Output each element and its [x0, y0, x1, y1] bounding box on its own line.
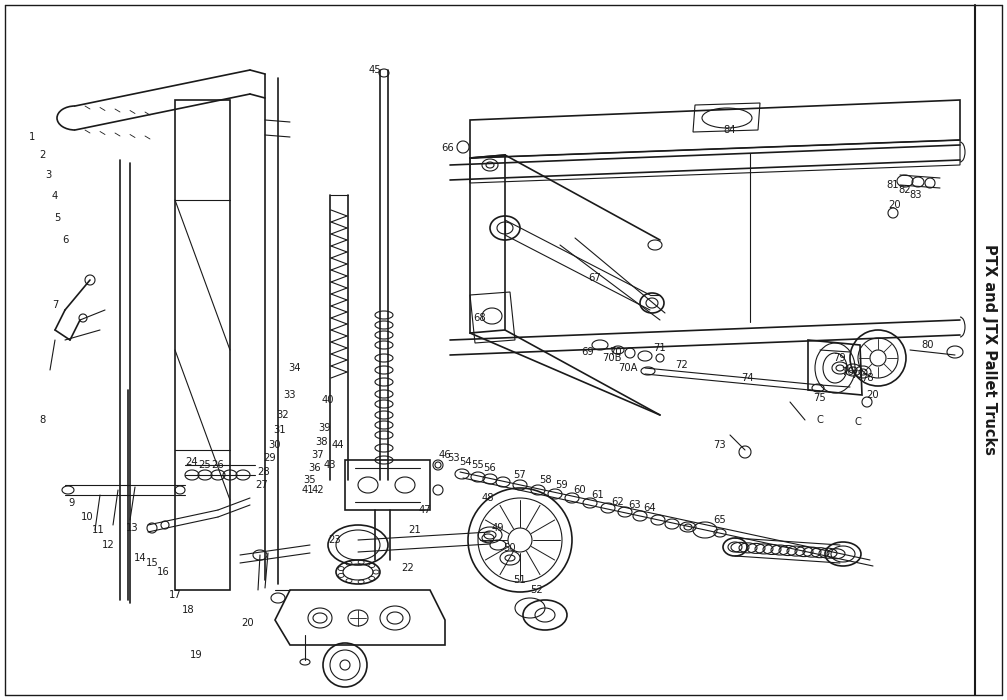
Text: 15: 15: [146, 558, 158, 568]
Text: 59: 59: [556, 480, 568, 490]
Text: 48: 48: [481, 493, 494, 503]
Text: 41: 41: [302, 485, 314, 495]
Text: 64: 64: [643, 503, 657, 513]
Text: 24: 24: [185, 457, 198, 467]
Text: 19: 19: [189, 650, 202, 660]
Text: 18: 18: [181, 605, 194, 615]
Text: 58: 58: [539, 475, 551, 485]
Text: 23: 23: [328, 535, 341, 545]
Text: 62: 62: [611, 497, 624, 507]
Text: 78: 78: [862, 373, 874, 383]
Text: 2: 2: [39, 150, 45, 160]
Text: 69: 69: [582, 347, 594, 357]
Text: 80: 80: [921, 340, 934, 350]
Text: 77: 77: [852, 370, 864, 380]
Text: 35: 35: [304, 475, 316, 485]
Text: 82: 82: [898, 185, 911, 195]
Text: 56: 56: [483, 463, 496, 473]
Text: 25: 25: [198, 460, 211, 470]
Text: 22: 22: [402, 563, 414, 573]
Text: 38: 38: [316, 437, 328, 447]
Text: 49: 49: [491, 523, 505, 533]
Text: 27: 27: [256, 480, 269, 490]
Text: 12: 12: [102, 540, 115, 550]
Text: 55: 55: [471, 460, 484, 470]
Text: 33: 33: [284, 390, 296, 400]
Text: 45: 45: [369, 65, 382, 75]
Text: 6: 6: [61, 235, 68, 245]
Text: 31: 31: [274, 425, 286, 435]
Text: 72: 72: [676, 360, 689, 370]
Text: 52: 52: [531, 585, 544, 595]
Text: 26: 26: [211, 460, 225, 470]
Text: 63: 63: [628, 500, 641, 510]
Text: 70A: 70A: [618, 363, 637, 373]
Text: 13: 13: [126, 523, 138, 533]
Text: 70B: 70B: [602, 353, 621, 363]
Text: 20: 20: [889, 200, 901, 210]
Text: 17: 17: [168, 590, 181, 600]
Text: 11: 11: [92, 525, 105, 535]
Text: 28: 28: [258, 467, 270, 477]
Text: C: C: [817, 415, 824, 425]
Text: 39: 39: [318, 423, 331, 433]
Text: 65: 65: [714, 515, 726, 525]
Text: 74: 74: [742, 373, 754, 383]
Text: 9: 9: [68, 498, 76, 508]
Text: 10: 10: [81, 512, 94, 522]
Text: 32: 32: [277, 410, 289, 420]
Text: 79: 79: [834, 353, 846, 363]
Text: 34: 34: [289, 363, 301, 373]
Text: 50: 50: [504, 543, 517, 553]
Text: 71: 71: [654, 343, 667, 353]
Text: 66: 66: [442, 143, 454, 153]
Text: 57: 57: [514, 470, 527, 480]
Text: 46: 46: [439, 450, 451, 460]
Text: 70: 70: [608, 347, 621, 357]
Text: 51: 51: [514, 575, 527, 585]
Text: 30: 30: [269, 440, 281, 450]
Text: 44: 44: [331, 440, 344, 450]
Text: 29: 29: [264, 453, 276, 463]
Text: 81: 81: [887, 180, 899, 190]
Text: 76: 76: [842, 367, 854, 377]
Text: 16: 16: [157, 567, 169, 577]
Text: 3: 3: [45, 170, 51, 180]
Text: C: C: [855, 417, 861, 427]
Text: PTX and JTX Pallet Trucks: PTX and JTX Pallet Trucks: [983, 244, 998, 456]
Text: 1: 1: [29, 132, 35, 142]
Text: 14: 14: [134, 553, 146, 563]
Text: 73: 73: [714, 440, 726, 450]
Text: 40: 40: [322, 395, 334, 405]
Text: 68: 68: [473, 313, 486, 323]
Text: 67: 67: [589, 273, 601, 283]
Text: 53: 53: [447, 453, 459, 463]
Text: 20: 20: [242, 618, 255, 628]
Text: 5: 5: [53, 213, 60, 223]
Text: 4: 4: [52, 191, 58, 201]
Text: 21: 21: [409, 525, 421, 535]
Text: 37: 37: [312, 450, 324, 460]
Text: 20: 20: [867, 390, 879, 400]
Text: 61: 61: [592, 490, 604, 500]
Text: 7: 7: [51, 300, 58, 310]
Text: 42: 42: [312, 485, 324, 495]
Text: 54: 54: [458, 457, 471, 467]
Text: 84: 84: [724, 125, 736, 135]
Text: 36: 36: [309, 463, 321, 473]
Text: 8: 8: [39, 415, 45, 425]
Text: 47: 47: [419, 505, 431, 515]
Text: 43: 43: [323, 460, 336, 470]
Text: 83: 83: [909, 190, 922, 200]
Text: 60: 60: [574, 485, 586, 495]
Text: 75: 75: [814, 393, 827, 403]
